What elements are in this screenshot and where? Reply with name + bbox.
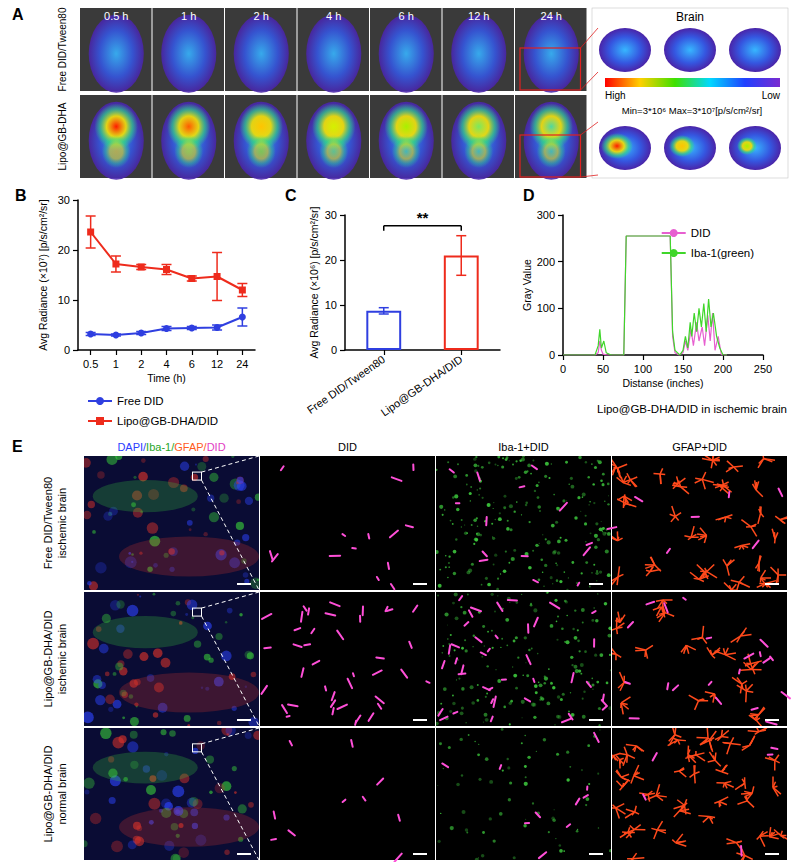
svg-text:DID: DID <box>338 441 357 453</box>
svg-text:Iba-1+DID: Iba-1+DID <box>498 441 549 453</box>
svg-text:E: E <box>12 438 23 455</box>
svg-text:20: 20 <box>58 244 70 256</box>
svg-text:1 h: 1 h <box>181 10 196 22</box>
svg-text:12 h: 12 h <box>468 10 489 22</box>
svg-text:Time (h): Time (h) <box>147 372 186 384</box>
svg-text:0: 0 <box>549 349 555 361</box>
svg-text:Gray Value: Gray Value <box>521 259 533 311</box>
svg-text:Free DID/Tween80: Free DID/Tween80 <box>305 353 387 416</box>
svg-text:100: 100 <box>634 363 652 375</box>
svg-text:Avg Radiance (×10⁷) [p/s/cm²/s: Avg Radiance (×10⁷) [p/s/cm²/sr] <box>37 199 49 351</box>
svg-text:Lipo@GB-DHA: Lipo@GB-DHA <box>57 102 68 170</box>
svg-text:A: A <box>12 6 24 23</box>
svg-text:Free DID/Tween80: Free DID/Tween80 <box>42 477 54 569</box>
svg-text:Distanse (inches): Distanse (inches) <box>622 377 703 389</box>
svg-text:Free DID/Tween80: Free DID/Tween80 <box>57 7 68 91</box>
svg-text:20: 20 <box>325 254 337 266</box>
svg-text:Min=3*10⁶ Max=3*10⁷[p/s/cm²/sr: Min=3*10⁶ Max=3*10⁷[p/s/cm²/sr] <box>622 105 762 116</box>
svg-text:50: 50 <box>597 363 609 375</box>
svg-text:Lipo@GB-DHA/DID: Lipo@GB-DHA/DID <box>42 746 54 843</box>
svg-text:normal brain: normal brain <box>56 763 68 824</box>
svg-text:24 h: 24 h <box>541 10 562 22</box>
svg-text:B: B <box>15 187 27 204</box>
svg-text:100: 100 <box>537 302 555 314</box>
svg-text:0: 0 <box>331 344 337 356</box>
svg-text:0.5 h: 0.5 h <box>104 10 128 22</box>
svg-text:C: C <box>285 187 297 204</box>
svg-text:Lipo@GB-DHA/DID in ischemic br: Lipo@GB-DHA/DID in ischemic brain <box>597 403 787 415</box>
svg-text:4: 4 <box>163 358 169 370</box>
svg-text:12: 12 <box>211 358 223 370</box>
svg-text:Free DID: Free DID <box>117 395 164 407</box>
svg-text:0: 0 <box>64 344 70 356</box>
svg-text:2: 2 <box>138 358 144 370</box>
svg-text:24: 24 <box>236 358 248 370</box>
svg-text:DID: DID <box>691 227 711 239</box>
svg-text:6 h: 6 h <box>399 10 414 22</box>
svg-text:200: 200 <box>537 256 555 268</box>
svg-text:Avg Radiance (×10⁶) [p/s/cm²/s: Avg Radiance (×10⁶) [p/s/cm²/sr] <box>308 206 320 358</box>
svg-text:200: 200 <box>714 363 732 375</box>
svg-text:300: 300 <box>537 209 555 221</box>
svg-text:10: 10 <box>58 294 70 306</box>
svg-text:ischemic brain: ischemic brain <box>56 488 68 558</box>
svg-text:High: High <box>605 90 626 101</box>
svg-text:30: 30 <box>58 194 70 206</box>
svg-text:ischemic brain: ischemic brain <box>56 624 68 694</box>
svg-text:**: ** <box>417 209 429 226</box>
svg-text:30: 30 <box>325 209 337 221</box>
svg-text:0.5: 0.5 <box>83 358 98 370</box>
svg-text:Brain: Brain <box>676 10 704 24</box>
svg-text:Lipo@GB-DHA/DID: Lipo@GB-DHA/DID <box>379 353 465 418</box>
svg-text:2 h: 2 h <box>254 10 269 22</box>
svg-text:4 h: 4 h <box>326 10 341 22</box>
svg-text:Iba-1(green): Iba-1(green) <box>691 247 754 259</box>
svg-text:Lipo@GB-DHA/DID: Lipo@GB-DHA/DID <box>42 611 54 708</box>
svg-text:10: 10 <box>325 299 337 311</box>
svg-text:250: 250 <box>754 363 772 375</box>
svg-text:1: 1 <box>113 358 119 370</box>
svg-text:DAPI/Iba-1/GFAP/DID: DAPI/Iba-1/GFAP/DID <box>117 441 225 453</box>
svg-text:150: 150 <box>674 363 692 375</box>
svg-text:0: 0 <box>560 363 566 375</box>
svg-text:Lipo@GB-DHA/DID: Lipo@GB-DHA/DID <box>117 415 218 427</box>
svg-text:6: 6 <box>189 358 195 370</box>
svg-text:D: D <box>523 187 535 204</box>
svg-text:GFAP+DID: GFAP+DID <box>672 441 727 453</box>
svg-text:Low: Low <box>762 90 781 101</box>
